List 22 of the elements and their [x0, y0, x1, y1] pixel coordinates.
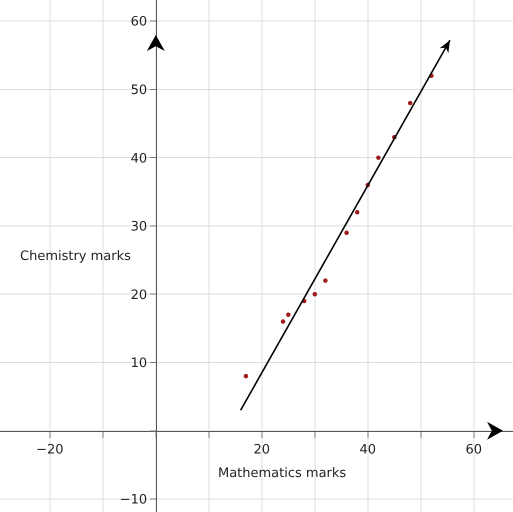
point — [344, 230, 349, 236]
y-axis-title: Chemistry marks — [20, 249, 132, 264]
y-tick-label: 50 — [130, 82, 148, 98]
point — [286, 312, 291, 317]
point — [376, 155, 381, 160]
point — [408, 100, 412, 106]
point — [280, 319, 286, 324]
point — [312, 292, 318, 296]
x-tick-label: 20 — [254, 442, 270, 458]
point — [244, 374, 248, 378]
x-tick-label: −20 — [36, 442, 64, 458]
x-axis-title: Mathematics marks — [218, 466, 346, 481]
y-tick-label: 60 — [130, 14, 148, 30]
x-tick-label: 40 — [360, 442, 376, 458]
point — [323, 278, 328, 283]
point — [354, 210, 360, 215]
x-tick-label: 60 — [466, 442, 482, 458]
y-tick-label: 40 — [130, 151, 148, 166]
y-tick-label: 10 — [130, 356, 148, 372]
y-tick-label: −10 — [120, 492, 148, 508]
y-tick-label: 20 — [130, 288, 148, 303]
y-tick-label: 30 — [130, 220, 148, 235]
